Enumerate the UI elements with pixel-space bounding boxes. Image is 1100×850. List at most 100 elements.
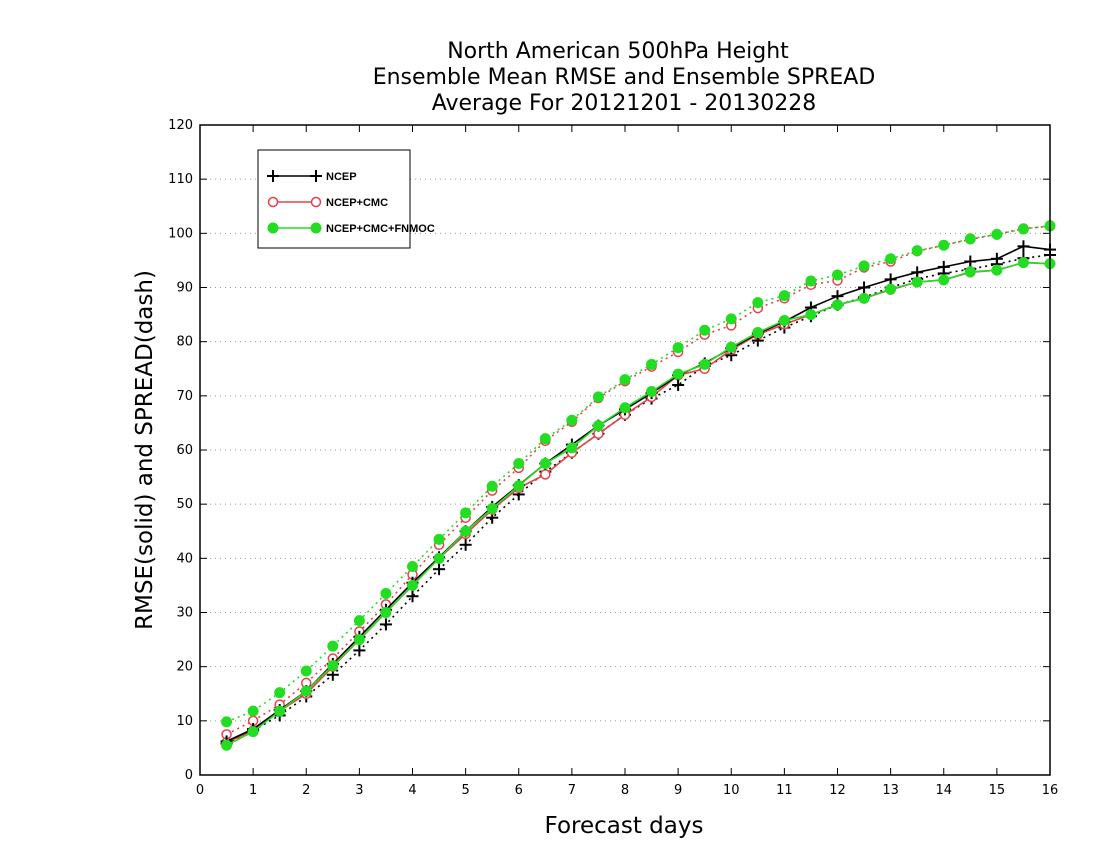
y-tick-label: 90 [176, 281, 193, 296]
data-point-circle-filled [300, 665, 312, 677]
data-point-circle-filled [513, 458, 525, 470]
legend-entry: NCEP+CMC+FNMOC [267, 222, 435, 235]
series-markers-rmse [221, 257, 1056, 751]
data-point-circle-filled [460, 525, 472, 537]
data-point-circle-filled [486, 480, 498, 492]
data-point-circle-filled [911, 276, 923, 288]
legend-entry: NCEP+CMC [267, 196, 388, 209]
data-point-circle-filled [433, 552, 445, 564]
x-tick-label: 13 [882, 783, 899, 798]
data-point-circle-filled [221, 716, 233, 728]
data-point-circle-filled [619, 402, 631, 414]
series-line-rmse-ncep-cmc [226, 261, 1051, 744]
data-point-plus [990, 252, 1003, 265]
data-point-circle-filled [433, 533, 445, 545]
chart-title-line-2: Ensemble Mean RMSE and Ensemble SPREAD [373, 65, 876, 90]
chart-title-line-3: Average For 20121201 - 20130228 [432, 91, 817, 116]
series-line-spread-ncep [226, 254, 1051, 745]
data-point-plus [433, 563, 446, 576]
grid-lines [200, 178, 1050, 722]
x-tick-label: 8 [621, 783, 629, 798]
data-point-circle-filled [991, 228, 1003, 240]
series-line-rmse-ncep [226, 245, 1051, 743]
data-point-circle-filled [646, 386, 658, 397]
data-point-plus [267, 170, 279, 182]
data-point-circle-filled [247, 705, 259, 717]
data-point-plus [911, 266, 924, 279]
x-tick-label: 7 [568, 783, 576, 798]
data-point-plus [310, 170, 322, 182]
data-point-circle-filled [752, 326, 764, 338]
legend-label: NCEP+CMC [326, 197, 388, 209]
data-point-plus [884, 273, 897, 286]
y-tick-label: 10 [176, 714, 193, 729]
data-point-circle-filled [725, 341, 737, 353]
data-point-plus [937, 260, 950, 273]
y-tick-label: 60 [176, 443, 193, 458]
data-point-plus [1017, 240, 1030, 253]
data-point-circle-open [267, 196, 279, 208]
data-point-circle-filled [539, 433, 551, 445]
x-tick-label: 15 [989, 783, 1006, 798]
x-tick-label: 4 [408, 783, 416, 798]
data-point-circle-filled [539, 458, 551, 470]
data-point-circle-filled [221, 739, 233, 751]
y-tick-label: 20 [176, 660, 193, 675]
data-point-plus [964, 255, 977, 268]
y-tick-label: 70 [176, 389, 193, 404]
x-tick-label: 2 [302, 783, 310, 798]
data-point-circle-filled [911, 245, 923, 257]
y-tick-label: 40 [176, 551, 193, 566]
series-markers-rmse [221, 257, 1056, 748]
y-tick-label: 30 [176, 606, 193, 621]
series-markers-spread [221, 220, 1056, 728]
data-point-circle-filled [513, 480, 525, 492]
data-point-circle-filled [353, 634, 365, 646]
data-point-circle-filled [699, 324, 711, 336]
data-point-circle-filled [619, 374, 631, 386]
chart-title: North American 500hPa Height Ensemble Me… [373, 39, 876, 116]
data-point-circle-filled [460, 507, 472, 519]
x-tick-label: 14 [935, 783, 952, 798]
y-tick-label: 100 [168, 226, 193, 241]
y-tick-label: 0 [185, 768, 193, 783]
data-point-circle-filled [327, 660, 339, 672]
y-tick-label: 120 [168, 118, 193, 133]
data-point-circle-filled [725, 313, 737, 325]
legend-label: NCEP+CMC+FNMOC [326, 223, 435, 235]
x-tick-label: 11 [776, 783, 793, 798]
data-point-circle-filled [267, 222, 279, 234]
data-point-circle-filled [407, 560, 418, 572]
chart-title-line-1: North American 500hPa Height [447, 39, 789, 64]
data-point-circle-filled [646, 358, 658, 370]
data-point-circle-filled [407, 579, 418, 591]
series-markers-rmse [220, 240, 1056, 748]
data-point-circle-filled [672, 342, 684, 354]
data-point-circle-filled [274, 705, 286, 717]
data-point-circle-filled [964, 266, 976, 278]
x-tick-label: 5 [461, 783, 469, 798]
y-axis-label: RMSE(solid) and SPREAD(dash) [132, 270, 158, 630]
data-point-circle-filled [885, 253, 897, 265]
y-tick-label: 110 [168, 172, 193, 187]
data-point-circle-filled [938, 274, 950, 286]
data-point-circle-filled [1017, 223, 1029, 235]
data-point-circle-filled [858, 260, 870, 272]
y-tick-label: 80 [176, 335, 193, 350]
data-point-circle-filled [938, 239, 950, 251]
data-point-circle-filled [353, 615, 365, 627]
data-point-plus [858, 281, 871, 294]
data-point-circle-filled [380, 607, 392, 618]
series-markers-spread [220, 249, 1056, 750]
data-point-circle-filled [380, 588, 392, 600]
data-point-circle-filled [300, 685, 312, 697]
legend: NCEP NCEP+CMC NCEP+CMC+FNMOC [257, 149, 435, 249]
data-point-circle-filled [592, 391, 604, 403]
series-layer [220, 220, 1056, 751]
x-tick-label: 6 [515, 783, 523, 798]
series-line-spread-ncep-cmc-fnmoc [226, 225, 1051, 723]
data-point-circle-filled [592, 420, 604, 432]
data-point-plus [406, 590, 419, 603]
